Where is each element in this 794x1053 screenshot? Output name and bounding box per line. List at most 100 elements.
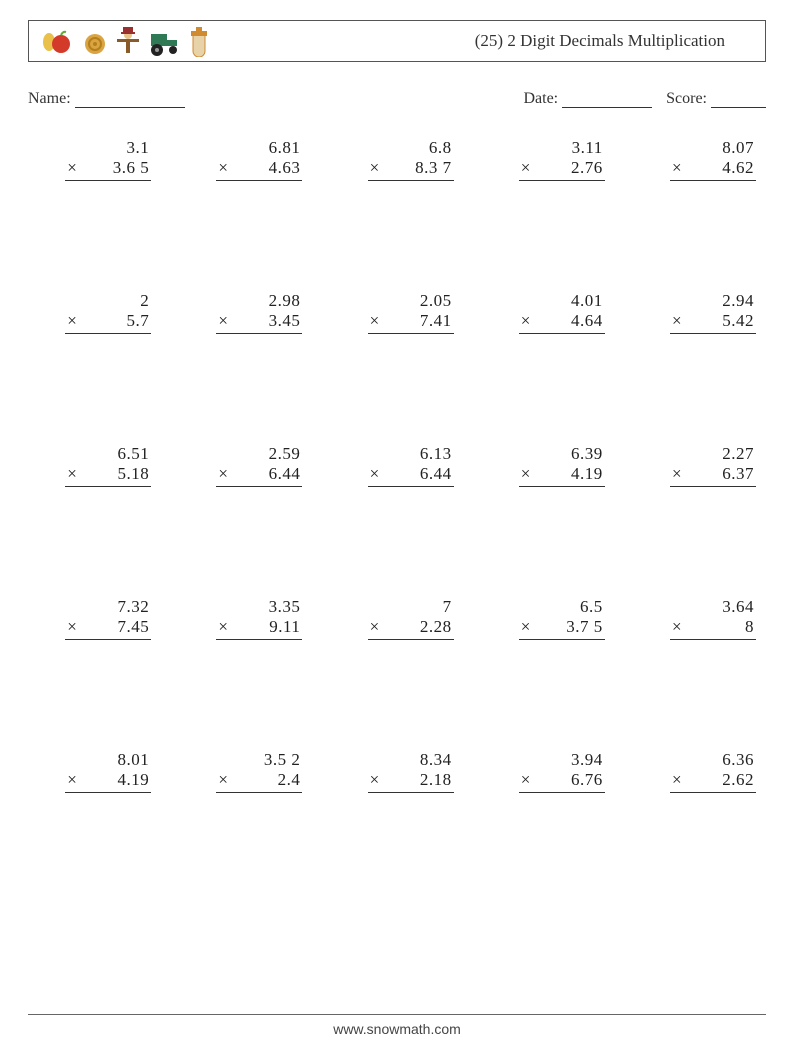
multiplier: 3.6 5 bbox=[113, 158, 152, 178]
times-sign: × bbox=[368, 617, 380, 637]
multiplier: 2.18 bbox=[420, 770, 454, 790]
multiplicand: 6.36 bbox=[722, 750, 756, 770]
multiplier: 6.44 bbox=[269, 464, 303, 484]
pear-apple-icon bbox=[39, 26, 75, 56]
times-sign: × bbox=[216, 770, 228, 790]
problem: 6.8×8.3 7 bbox=[330, 138, 463, 181]
multiplicand: 3.5 2 bbox=[264, 750, 303, 770]
multiplier-row: ×3.7 5 bbox=[519, 617, 605, 640]
multiplicand: 2 bbox=[140, 291, 151, 311]
times-sign: × bbox=[368, 770, 380, 790]
multiplicand: 7 bbox=[443, 597, 454, 617]
times-sign: × bbox=[216, 464, 228, 484]
multiplier: 4.62 bbox=[722, 158, 756, 178]
multiplier: 8.3 7 bbox=[415, 158, 454, 178]
multiplier: 6.44 bbox=[420, 464, 454, 484]
score-blank[interactable] bbox=[711, 90, 766, 108]
multiplicand: 6.81 bbox=[269, 138, 303, 158]
times-sign: × bbox=[216, 617, 228, 637]
times-sign: × bbox=[65, 770, 77, 790]
problem: 2.94×5.42 bbox=[633, 291, 766, 334]
problem: 8.34 × 2.18 bbox=[330, 750, 463, 793]
name-blank[interactable] bbox=[75, 90, 185, 108]
problem: 6.81 × 4.63 bbox=[179, 138, 312, 181]
multiplicand: 2.27 bbox=[722, 444, 756, 464]
multiplier: 2.76 bbox=[571, 158, 605, 178]
times-sign: × bbox=[368, 464, 380, 484]
multiplier: 9.11 bbox=[269, 617, 302, 637]
times-sign: × bbox=[670, 770, 682, 790]
problem: 6.13 × 6.44 bbox=[330, 444, 463, 487]
multiplicand: 3.94 bbox=[571, 750, 605, 770]
multiplier-row: ×7.45 bbox=[65, 617, 151, 640]
multiplier-row: ×3.6 5 bbox=[65, 158, 151, 181]
problem: 2.98×3.45 bbox=[179, 291, 312, 334]
multiplier-row: × 8.3 7 bbox=[368, 158, 454, 181]
worksheet-page: (25) 2 Digit Decimals Multiplication Nam… bbox=[0, 0, 794, 1053]
multiplicand: 2.59 bbox=[269, 444, 303, 464]
problem: 3.5 2 × 2.4 bbox=[179, 750, 312, 793]
problem: 2×5.7 bbox=[28, 291, 161, 334]
multiplier-row: ×2.76 bbox=[519, 158, 605, 181]
times-sign: × bbox=[65, 464, 77, 484]
multiplier-row: × 2.4 bbox=[216, 770, 302, 793]
times-sign: × bbox=[368, 158, 380, 178]
multiplicand: 2.98 bbox=[269, 291, 303, 311]
times-sign: × bbox=[519, 464, 531, 484]
multiplier-row: ×8 bbox=[670, 617, 756, 640]
problems-grid: 3.1×3.6 56.81×4.636.8×8.3 73.11×2.768.07… bbox=[28, 138, 766, 793]
times-sign: × bbox=[519, 311, 531, 331]
multiplicand: 6.13 bbox=[420, 444, 454, 464]
multiplier: 2.28 bbox=[420, 617, 454, 637]
multiplicand: 6.39 bbox=[571, 444, 605, 464]
footer-text: www.snowmath.com bbox=[333, 1021, 461, 1037]
multiplier-row: × 5.42 bbox=[670, 311, 756, 334]
multiplier-row: × 4.64 bbox=[519, 311, 605, 334]
problem: 4.01×4.64 bbox=[482, 291, 615, 334]
multiplier-row: ×7.41 bbox=[368, 311, 454, 334]
times-sign: × bbox=[216, 158, 228, 178]
multiplier: 5.18 bbox=[117, 464, 151, 484]
score-label: Score: bbox=[666, 90, 707, 107]
times-sign: × bbox=[368, 311, 380, 331]
multiplier-row: × 6.37 bbox=[670, 464, 756, 487]
times-sign: × bbox=[670, 464, 682, 484]
header-icons bbox=[39, 25, 211, 57]
name-field: Name: bbox=[28, 90, 515, 108]
multiplier-row: × 2.18 bbox=[368, 770, 454, 793]
problem: 3.35 × 9.11 bbox=[179, 597, 312, 640]
worksheet-title: (25) 2 Digit Decimals Multiplication bbox=[475, 31, 755, 51]
multiplier: 4.19 bbox=[571, 464, 605, 484]
tractor-icon bbox=[147, 26, 181, 56]
multiplier: 5.7 bbox=[126, 311, 151, 331]
problem: 6.5×3.7 5 bbox=[482, 597, 615, 640]
date-blank[interactable] bbox=[562, 90, 652, 108]
multiplicand: 3.35 bbox=[269, 597, 303, 617]
multiplier: 4.64 bbox=[571, 311, 605, 331]
times-sign: × bbox=[519, 770, 531, 790]
problem: 6.51 × 5.18 bbox=[28, 444, 161, 487]
multiplier: 6.37 bbox=[722, 464, 756, 484]
problem: 7 × 2.28 bbox=[330, 597, 463, 640]
jug-icon bbox=[187, 25, 211, 57]
multiplier: 4.63 bbox=[269, 158, 303, 178]
multiplier-row: ×6.76 bbox=[519, 770, 605, 793]
problem: 3.1×3.6 5 bbox=[28, 138, 161, 181]
multiplier: 2.4 bbox=[278, 770, 303, 790]
multiplier: 5.42 bbox=[722, 311, 756, 331]
times-sign: × bbox=[670, 158, 682, 178]
multiplier: 2.62 bbox=[722, 770, 756, 790]
info-row: Name: Date: Score: bbox=[28, 90, 766, 108]
scarecrow-icon bbox=[115, 25, 141, 57]
multiplicand: 8.34 bbox=[420, 750, 454, 770]
times-sign: × bbox=[670, 311, 682, 331]
problem: 8.07×4.62 bbox=[633, 138, 766, 181]
problem: 6.39 × 4.19 bbox=[482, 444, 615, 487]
multiplier-row: × 6.44 bbox=[216, 464, 302, 487]
header-box: (25) 2 Digit Decimals Multiplication bbox=[28, 20, 766, 62]
multiplier-row: ×4.19 bbox=[65, 770, 151, 793]
multiplicand: 6.51 bbox=[117, 444, 151, 464]
multiplier-row: × 2.62 bbox=[670, 770, 756, 793]
problem: 2.05×7.41 bbox=[330, 291, 463, 334]
multiplier: 3.7 5 bbox=[566, 617, 605, 637]
